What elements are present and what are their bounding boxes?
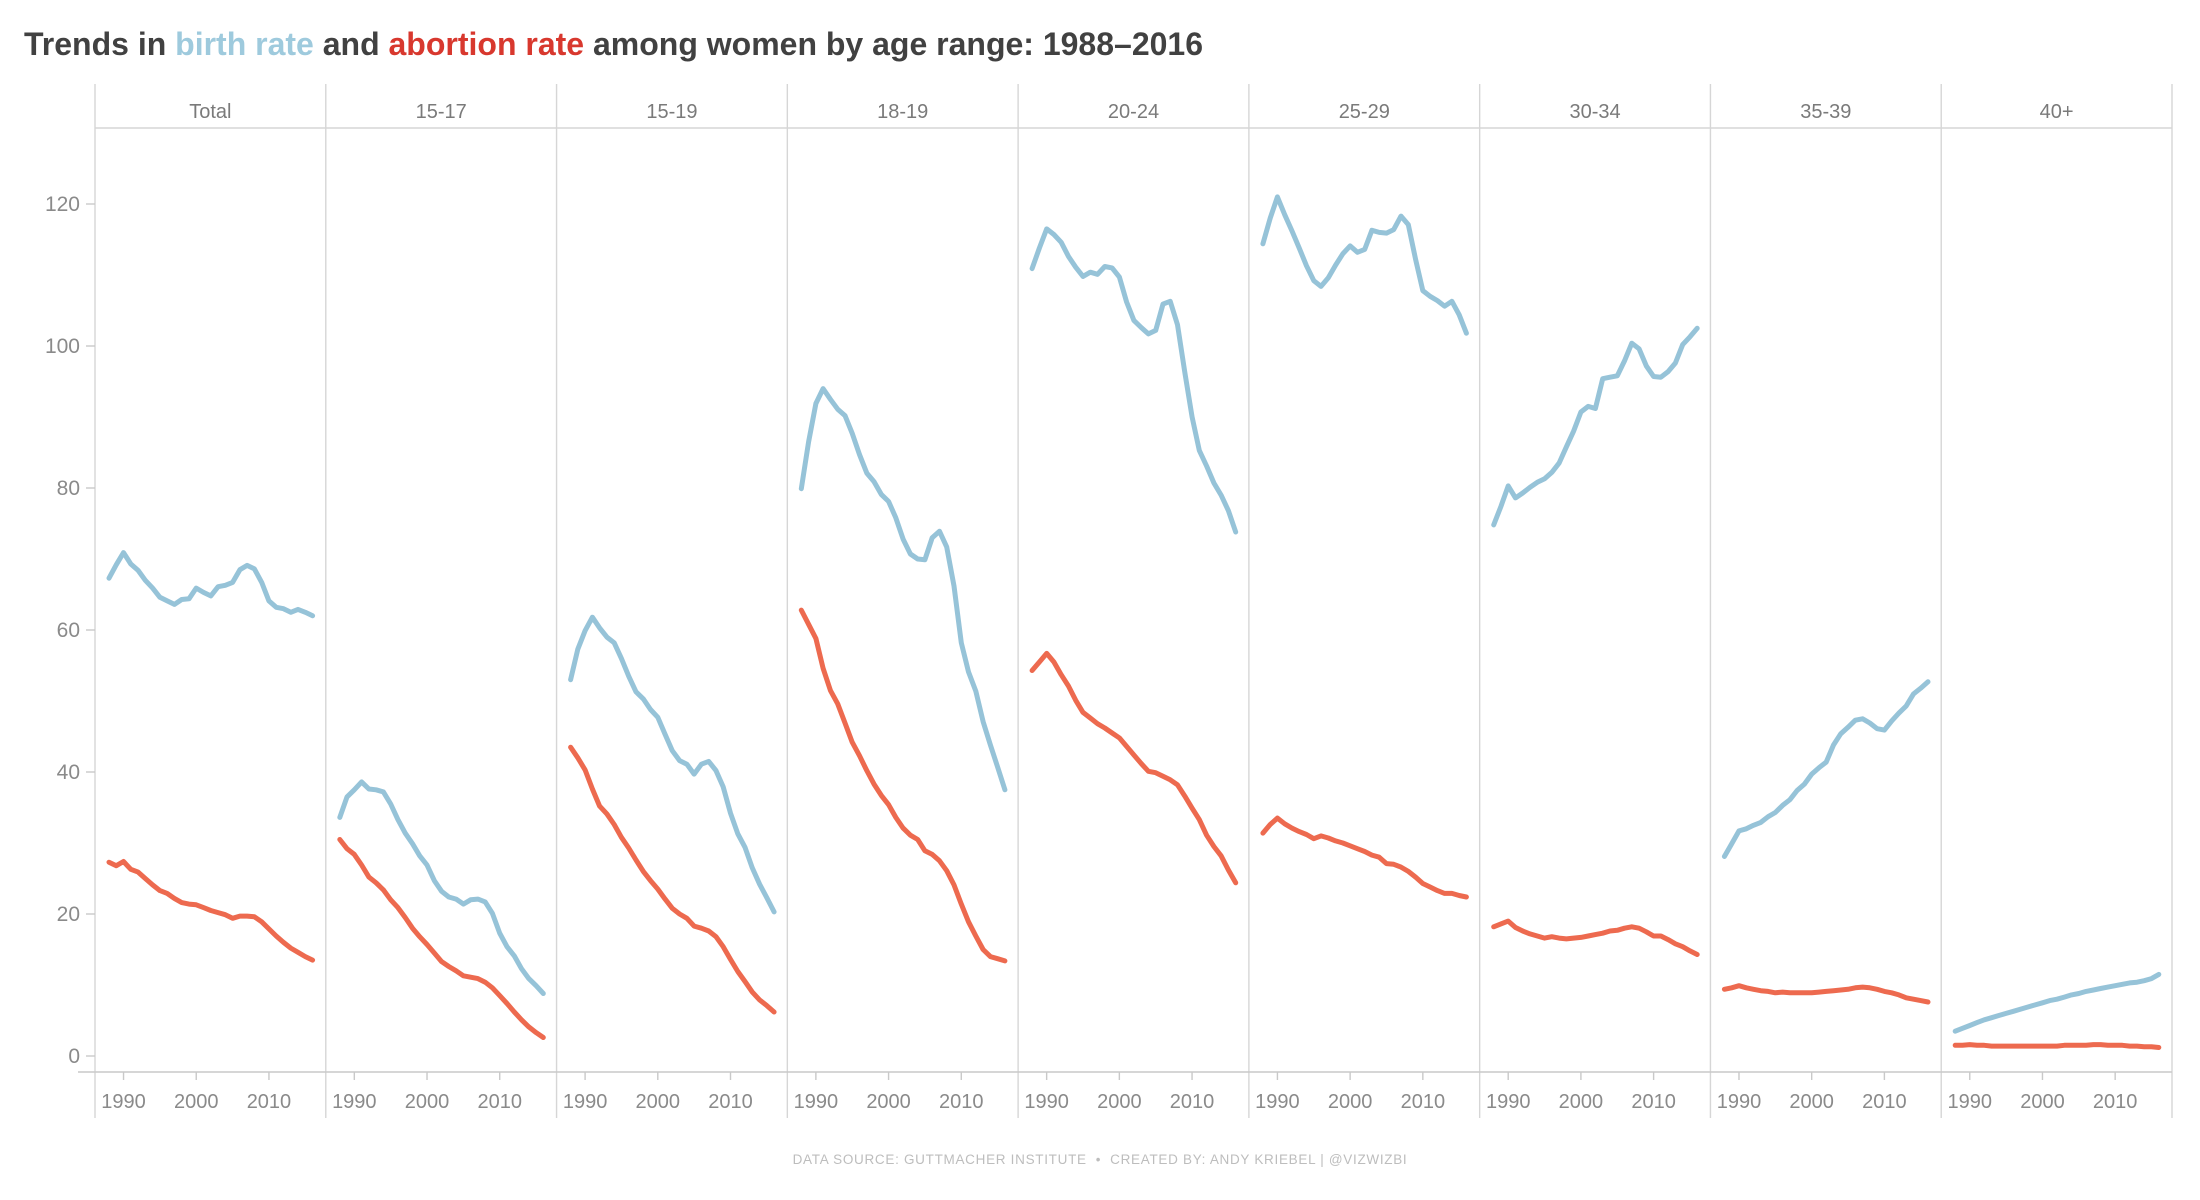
caption: DATA SOURCE: GUTTMACHER INSTITUTE • CREATE… (0, 1152, 2200, 1167)
x-tick-label: 2000 (1559, 1091, 1604, 1113)
x-tick-label: 1990 (563, 1091, 608, 1113)
x-tick-label: 1990 (1486, 1091, 1531, 1113)
y-tick-label: 40 (57, 761, 80, 784)
panel-header-label: 20-24 (1108, 101, 1159, 123)
title-birth-rate-legend: birth rate (175, 26, 314, 62)
panel-header-label: 15-17 (416, 101, 467, 123)
data-source-text: DATA SOURCE: GUTTMACHER INSTITUTE (792, 1152, 1087, 1167)
x-tick-label: 2000 (2020, 1091, 2065, 1113)
y-tick-label: 80 (57, 477, 80, 500)
title-suffix: among women by age range: 1988–2016 (584, 26, 1203, 62)
title-prefix: Trends in (24, 26, 176, 62)
x-tick-label: 1990 (1717, 1091, 1762, 1113)
panel-header-label: 40+ (2040, 101, 2074, 123)
x-tick-label: 1990 (794, 1091, 839, 1113)
credit-text: CREATED BY: ANDY KRIEBEL | @VIZWIZBI (1110, 1152, 1408, 1167)
title-and: and (313, 26, 389, 62)
panel-18-19: 18-19 1990 2000 2010 (794, 101, 1008, 1113)
panel-header-label: 25-29 (1339, 101, 1390, 123)
y-tick-label: 120 (45, 193, 80, 216)
x-tick-label: 2010 (2093, 1091, 2138, 1113)
birth-rate-line[interactable] (106, 550, 316, 619)
panel-header-label: Total (189, 101, 231, 123)
birth-rate-line[interactable] (1029, 226, 1239, 535)
page-title: Trends in birth rate and abortion rate a… (24, 26, 1203, 63)
x-tick-label: 1990 (1948, 1091, 1993, 1113)
panel-header-label: 30-34 (1569, 101, 1620, 123)
abortion-rate-line[interactable] (1491, 918, 1700, 957)
x-tick-label: 2000 (636, 1091, 681, 1113)
panel-15-17: 15-17 1990 2000 2010 (332, 101, 546, 1113)
x-tick-label: 2010 (1631, 1091, 1676, 1113)
x-tick-label: 2000 (1328, 1091, 1373, 1113)
x-tick-label: 2010 (939, 1091, 984, 1113)
y-tick-label: 100 (45, 335, 80, 358)
abortion-rate-line[interactable] (1029, 650, 1239, 886)
x-tick-label: 2010 (477, 1091, 522, 1113)
panel-header-label: 15-19 (646, 101, 697, 123)
abortion-rate-line[interactable] (1721, 983, 1931, 1005)
panel-40+: 40+ 1990 2000 2010 (1948, 101, 2162, 1113)
x-tick-label: 2010 (247, 1091, 292, 1113)
x-tick-label: 1990 (332, 1091, 377, 1113)
x-tick-label: 2000 (1097, 1091, 1142, 1113)
abortion-rate-line[interactable] (337, 837, 546, 1040)
y-axis: 0 20 40 60 80 100 120 (45, 193, 95, 1068)
y-tick-label: 0 (68, 1045, 80, 1068)
x-tick-label: 2010 (1170, 1091, 1215, 1113)
abortion-rate-line[interactable] (568, 744, 777, 1015)
x-tick-label: 1990 (1255, 1091, 1300, 1113)
x-tick-label: 2000 (1789, 1091, 1834, 1113)
x-tick-label: 2000 (174, 1091, 219, 1113)
birth-rate-line[interactable] (1952, 971, 2162, 1034)
birth-rate-line[interactable] (1260, 194, 1469, 336)
x-tick-label: 1990 (101, 1091, 146, 1113)
title-abortion-rate-legend: abortion rate (388, 26, 585, 62)
birth-rate-line[interactable] (1491, 325, 1700, 528)
panel-25-29: 25-29 1990 2000 2010 (1255, 101, 1469, 1113)
y-tick-label: 60 (57, 619, 80, 642)
panel-Total: Total 1990 2000 2010 (101, 101, 316, 1113)
panel-30-34: 30-34 1990 2000 2010 (1486, 101, 1700, 1113)
panel-header-label: 35-39 (1800, 101, 1851, 123)
abortion-rate-line[interactable] (1260, 815, 1469, 900)
abortion-rate-line[interactable] (106, 859, 316, 963)
x-tick-label: 2010 (1862, 1091, 1907, 1113)
x-tick-label: 2010 (1401, 1091, 1446, 1113)
panel-35-39: 35-39 1990 2000 2010 (1717, 101, 1931, 1113)
abortion-rate-line[interactable] (1952, 1042, 2162, 1050)
birth-rate-line[interactable] (1721, 679, 1931, 859)
birth-rate-line[interactable] (337, 779, 546, 996)
panel-20-24: 20-24 1990 2000 2010 (1024, 101, 1239, 1113)
abortion-rate-line[interactable] (798, 607, 1008, 964)
x-tick-label: 2010 (708, 1091, 753, 1113)
birth-rate-line[interactable] (798, 386, 1008, 793)
x-tick-label: 1990 (1024, 1091, 1069, 1113)
birth-rate-line[interactable] (568, 614, 777, 915)
y-tick-label: 20 (57, 903, 80, 926)
bullet-separator: • (1095, 1152, 1102, 1167)
x-tick-label: 2000 (405, 1091, 450, 1113)
x-tick-label: 2000 (866, 1091, 911, 1113)
panel-header-label: 18-19 (877, 101, 928, 123)
panel-15-19: 15-19 1990 2000 2010 (563, 101, 777, 1113)
